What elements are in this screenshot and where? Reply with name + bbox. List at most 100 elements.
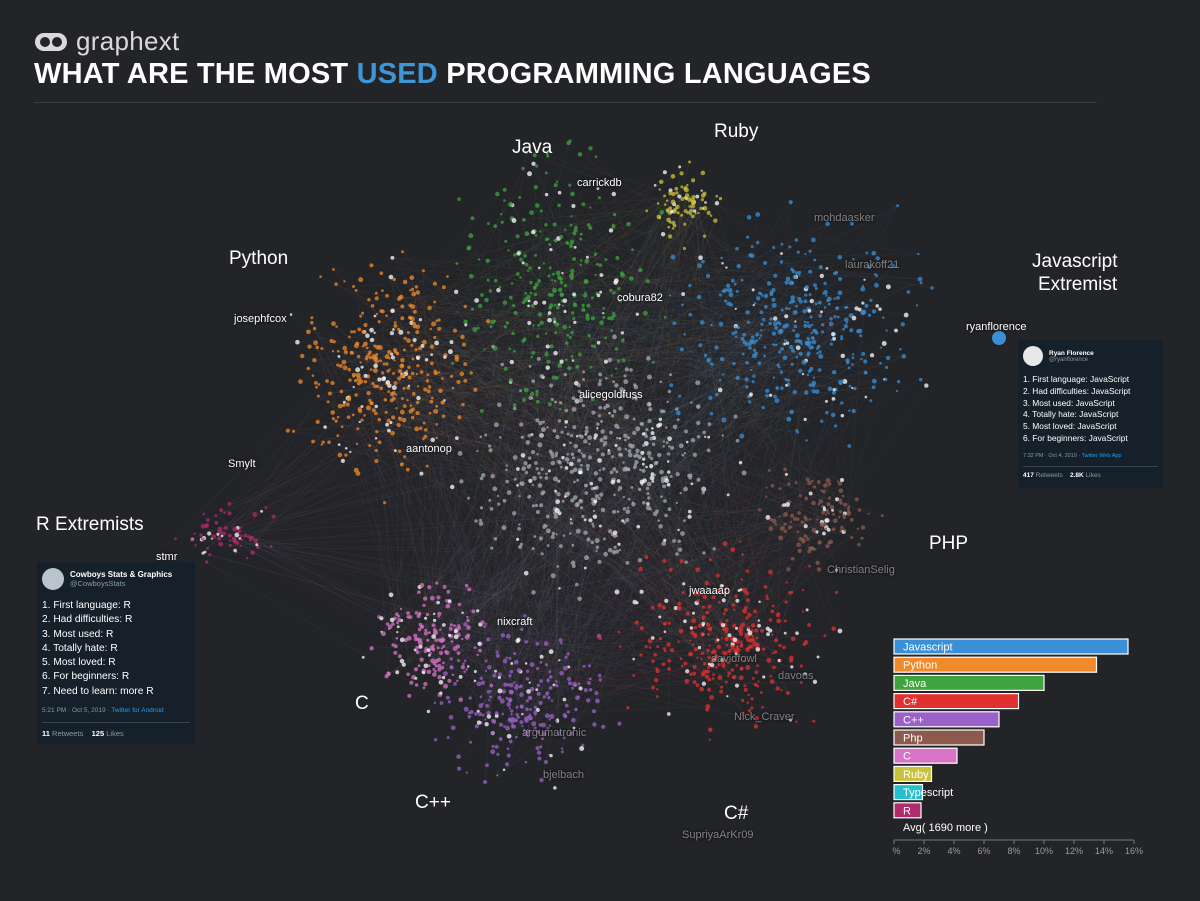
cluster-label-ruby: Ruby: [714, 121, 759, 142]
node-label-smylt: Smylt: [228, 458, 256, 470]
cluster-label-r-extremists: R Extremists: [36, 514, 144, 535]
node-label-cobura82: cobura82: [617, 292, 663, 304]
node-label-bjelbach: bjelbach: [543, 769, 584, 781]
tweet-line: 3. Most used: JavaScript: [1023, 397, 1115, 408]
bar-label-c++: C++: [903, 714, 924, 726]
x-tick-label: 6%: [977, 846, 990, 856]
bar-label-typescript: Typescript: [903, 787, 953, 799]
node-label-nixcraft: nixcraft: [497, 616, 533, 628]
tweet-line: 7. Need to learn: more R: [42, 685, 154, 697]
x-tick-label: 0%: [892, 846, 901, 856]
title-divider: [34, 102, 1097, 103]
bar-label-r: R: [903, 805, 911, 817]
node-label-mohdaasker: mohdaasker: [814, 212, 875, 224]
like-label: Likes: [106, 729, 124, 739]
network-nodes: [174, 139, 934, 790]
tweet-divider: [42, 722, 190, 724]
cluster-label-java: Java: [512, 137, 553, 158]
bar-label-javascript: Javascript: [903, 642, 953, 654]
x-tick-label: 16%: [1125, 846, 1143, 856]
node-label-josephfcox: josephfcox: [234, 313, 287, 325]
bar-ruby: [893, 765, 933, 782]
node-label-davous: davous: [778, 670, 814, 682]
like-count: 2.8K: [1070, 471, 1084, 479]
tweet-line: 3. Most used: R: [42, 628, 114, 640]
bar-label-c: C: [903, 751, 911, 763]
cluster-label-extremist: Extremist: [1038, 274, 1118, 295]
tweet-line: 5. Most loved: R: [42, 657, 116, 669]
tweet-stats: 11 Retweets 125 Likes: [42, 729, 190, 738]
node-label-stmr: stmr: [156, 551, 178, 563]
tweet-meta: 7:32 PM · Oct 4, 2019 · Twitter Web App: [1023, 453, 1158, 459]
node-label-argumatronic: argumatronic: [522, 727, 587, 739]
tweet-source: Twitter Web App: [1081, 452, 1122, 459]
x-tick-label: 4%: [947, 846, 960, 856]
cluster-label-python: Python: [229, 248, 289, 269]
x-tick-label: 8%: [1007, 846, 1020, 856]
tweet-line: 1. First language: JavaScript: [1023, 374, 1130, 384]
like-label: Likes: [1085, 471, 1101, 479]
cluster-label-c: C: [355, 693, 369, 714]
tweet-line: 6. For beginners: R: [42, 671, 130, 683]
tweet-body: 1. First language: R 2. Had difficulties…: [42, 599, 190, 699]
brand: graphext: [34, 26, 180, 57]
node-label-carrickdb: carrickdb: [577, 177, 622, 189]
node-label-davidfowl: davidfowl: [711, 653, 757, 665]
tweet-source: Twitter for Android: [111, 707, 164, 715]
retweet-label: Retweets: [1035, 471, 1063, 479]
bar-c#: [893, 692, 1020, 710]
tweet-line: 5. Most loved: JavaScript: [1023, 421, 1117, 432]
retweet-count: 11: [42, 729, 50, 739]
bar-java: [893, 674, 1045, 692]
cluster-label-php: PHP: [929, 533, 969, 554]
retweet-label: Retweets: [52, 729, 84, 739]
tweet-author-handle: @CowboysStats: [70, 579, 126, 588]
cluster-label-cpp: C++: [415, 792, 451, 813]
cluster-label-csharp: C#: [724, 803, 749, 824]
node-label-alicegoldfuss: alicegoldfuss: [579, 389, 643, 401]
like-count: 125: [91, 729, 105, 739]
tweet-card-r: Cowboys Stats & Graphics @CowboysStats 1…: [37, 562, 195, 744]
node-label-aantonop: aantonop: [406, 443, 452, 455]
tweet-line: 1. First language: R: [42, 600, 131, 611]
graphext-logo-icon: [35, 32, 67, 51]
node-label-jwaaaap: jwaaaap: [689, 585, 730, 597]
avatar: [1023, 346, 1043, 366]
tweet-card-javascript: Ryan Florence @ryanflorence 1. First lan…: [1018, 340, 1163, 488]
tweet-meta: 5:21 PM · Oct 5, 2019 · Twitter for Andr…: [42, 707, 190, 714]
language-bar-chart: Javascript Python Java C# C++ Php C Ruby Typescr…: [892, 638, 1143, 856]
node-label-nick-craver: Nick_Craver: [734, 711, 795, 723]
tweet-line: 4. Totally hate: JavaScript: [1023, 409, 1119, 420]
tweet-author-name: Ryan Florence: [1049, 349, 1094, 357]
chart-footer: Avg( 1690 more ): [903, 822, 988, 834]
tweet-time: 7:32 PM · Oct 4, 2019 ·: [1023, 452, 1082, 459]
node-label-laurakoff21: laurakoff21: [845, 259, 900, 271]
title-highlight: USED: [356, 58, 438, 90]
bar-r: [893, 802, 922, 819]
bar-label-php: Php: [903, 733, 923, 745]
bar-label-java: Java: [903, 678, 927, 690]
x-tick-label: 12%: [1065, 846, 1083, 856]
bar-python: [893, 656, 1098, 673]
tweet-line: 4. Totally hate: R: [42, 642, 118, 654]
node-label-ryanflorence: ryanflorence: [966, 321, 1027, 333]
bar-c++: [893, 711, 1000, 728]
avatar: [42, 568, 64, 590]
brand-name: graphext: [76, 26, 180, 56]
bar-label-python: Python: [903, 660, 937, 672]
network-edges: [175, 140, 933, 782]
tweet-author-name: Cowboys Stats & Graphics: [70, 570, 173, 579]
bar-javascript: [893, 638, 1129, 655]
tweet-line: 2. Had difficulties: R: [42, 614, 133, 626]
tweet-divider: [1023, 465, 1158, 467]
tweet-author-handle: @ryanflorence: [1049, 356, 1089, 363]
bar-c: [893, 747, 958, 764]
node-label-supriyaarkr09: SupriyaArKr09: [682, 829, 754, 841]
x-tick-label: 14%: [1095, 846, 1113, 856]
tweet-stats: 417 Retweets 2.8K Likes: [1023, 472, 1158, 479]
page-title: WHAT ARE THE MOST USED PROGRAMMING LANGU…: [34, 58, 871, 91]
tweet-line: 2. Had difficulties: JavaScript: [1023, 385, 1131, 396]
tweet-time: 5:21 PM · Oct 5, 2019 ·: [42, 707, 112, 715]
tweet-body: 1. First language: JavaScript 2. Had dif…: [1023, 374, 1158, 445]
